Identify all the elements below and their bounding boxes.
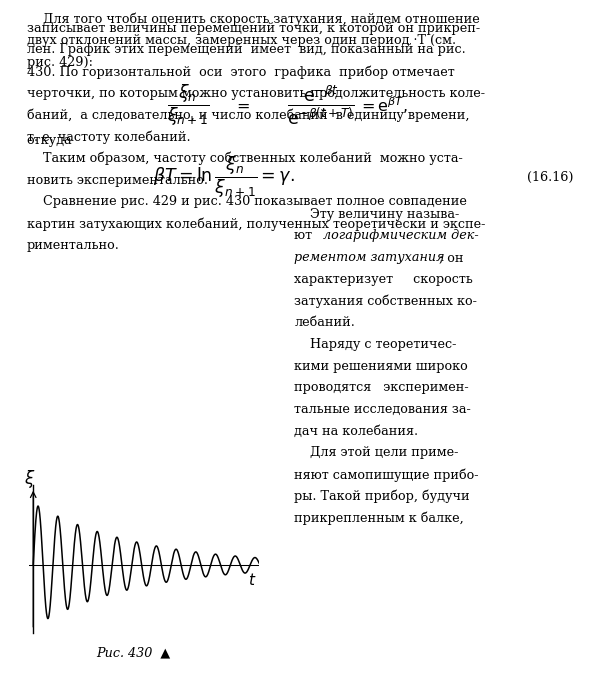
Text: проводятся   эксперимен-: проводятся эксперимен- <box>294 382 469 394</box>
Text: ; он: ; он <box>439 251 464 264</box>
Text: ют: ют <box>294 229 317 243</box>
Text: дач на колебания.: дач на колебания. <box>294 424 419 438</box>
Text: $t$: $t$ <box>248 573 256 588</box>
Text: новить экспериментально.: новить экспериментально. <box>27 174 207 187</box>
Text: $\xi$: $\xi$ <box>24 468 35 490</box>
Text: рис. 429):: рис. 429): <box>27 56 92 69</box>
Text: ры. Такой прибор, будучи: ры. Такой прибор, будучи <box>294 490 470 504</box>
Text: Наряду с теоретичес-: Наряду с теоретичес- <box>294 338 457 351</box>
Text: $\beta T = \ln\dfrac{\xi_n}{\xi_{n+1}} = \gamma.$: $\beta T = \ln\dfrac{\xi_n}{\xi_{n+1}} =… <box>153 154 294 200</box>
Text: $\dfrac{\xi_n}{\xi_{n+1}}$: $\dfrac{\xi_n}{\xi_{n+1}}$ <box>167 83 210 128</box>
Text: черточки, по которым можно установить продолжительность коле-: черточки, по которым можно установить пр… <box>27 87 485 100</box>
Text: лебаний.: лебаний. <box>294 316 355 329</box>
Text: записывает величины перемещений точки, к которой он прикреп-: записывает величины перемещений точки, к… <box>27 22 479 34</box>
Text: лен. График этих перемещений  имеет  вид, показанный на рис.: лен. График этих перемещений имеет вид, … <box>27 43 465 56</box>
Text: няют самопишущие прибо-: няют самопишущие прибо- <box>294 469 479 482</box>
Text: Эту величину называ-: Эту величину называ- <box>294 208 460 220</box>
Text: прикрепленным к балке,: прикрепленным к балке, <box>294 512 464 525</box>
Text: тальные исследования за-: тальные исследования за- <box>294 403 471 416</box>
Text: затухания собственных ко-: затухания собственных ко- <box>294 295 477 308</box>
Text: логарифмическим дек-: логарифмическим дек- <box>323 229 478 243</box>
Text: откуда: откуда <box>27 134 72 147</box>
Text: картин затухающих колебаний, полученных теоретически и экспе-: картин затухающих колебаний, полученных … <box>27 217 485 231</box>
Text: рементом затухания: рементом затухания <box>294 251 445 264</box>
Text: Для этой цели приме-: Для этой цели приме- <box>294 446 459 460</box>
Text: $=$: $=$ <box>233 99 250 113</box>
Text: т. е. частоту колебаний.: т. е. частоту колебаний. <box>27 130 190 144</box>
Text: кими решениями широко: кими решениями широко <box>294 360 468 373</box>
Text: баний,  а следовательно, и число колебаний  в единицу времени,: баний, а следовательно, и число колебани… <box>27 108 469 122</box>
Text: $= \mathrm{e}^{\beta T},$: $= \mathrm{e}^{\beta T},$ <box>358 95 408 116</box>
Text: $\dfrac{\mathrm{e}^{-\beta t}}{\mathrm{e}^{-\beta(t+T)}}$: $\dfrac{\mathrm{e}^{-\beta t}}{\mathrm{e… <box>287 84 355 127</box>
Text: Таким образом, частоту собственных колебаний  можно уста-: Таким образом, частоту собственных колеб… <box>27 152 462 165</box>
Text: риментально.: риментально. <box>27 238 120 251</box>
Text: двух отклонений массы, замеренных через один период ·T (см.: двух отклонений массы, замеренных через … <box>27 34 456 47</box>
Text: 430. По горизонтальной  оси  этого  графика  прибор отмечает: 430. По горизонтальной оси этого графика… <box>27 65 454 79</box>
Text: Сравнение рис. 429 и рис. 430 показывает полное совпадение: Сравнение рис. 429 и рис. 430 показывает… <box>27 195 466 208</box>
Text: характеризует     скорость: характеризует скорость <box>294 273 473 286</box>
Text: Рис. 430  ▲: Рис. 430 ▲ <box>96 646 170 659</box>
Text: Для того чтобы оценить скорость затухания, найдем отношение: Для того чтобы оценить скорость затухани… <box>27 12 479 26</box>
Text: (16.16): (16.16) <box>528 171 574 184</box>
